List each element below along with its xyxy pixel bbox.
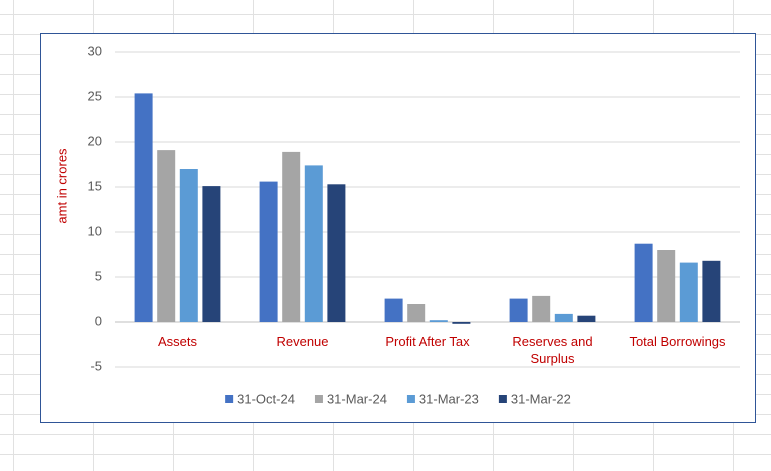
legend-swatch — [225, 395, 234, 403]
bar — [134, 93, 153, 323]
bar — [202, 186, 221, 322]
bar — [327, 184, 346, 322]
y-tick-label: 25 — [88, 88, 102, 103]
legend-swatch — [406, 395, 415, 403]
bar — [452, 322, 471, 324]
x-tick-label: Assets — [157, 334, 197, 349]
y-tick-label: 30 — [88, 43, 102, 58]
bar — [679, 262, 698, 322]
bar — [634, 243, 653, 322]
bar — [577, 315, 596, 322]
bar — [282, 151, 301, 322]
y-tick-label: 10 — [88, 223, 102, 238]
bar — [157, 150, 176, 322]
x-tick-label: Revenue — [276, 334, 329, 349]
bar — [407, 304, 426, 322]
legend-swatch — [498, 395, 507, 403]
bar — [259, 181, 278, 322]
bar — [554, 313, 573, 322]
legend-label: 31-Mar-24 — [327, 391, 387, 406]
x-tick-label: Total Borrowings — [629, 334, 726, 349]
legend-swatch — [314, 395, 323, 403]
legend-label: 31-Mar-22 — [511, 391, 571, 406]
y-tick-label: 0 — [95, 313, 102, 328]
bar — [304, 165, 323, 322]
bar — [429, 320, 448, 322]
x-tick-label: Reserves and Surplus — [512, 334, 593, 366]
y-axis-title: amt in crores — [54, 148, 69, 224]
bar — [509, 298, 528, 322]
x-tick-label: Profit After Tax — [385, 334, 470, 349]
y-tick-label: 15 — [88, 178, 102, 193]
y-tick-label: 20 — [88, 133, 102, 148]
legend-label: 31-Oct-24 — [237, 391, 295, 406]
legend-label: 31-Mar-23 — [419, 391, 479, 406]
bar — [179, 169, 198, 322]
bar — [657, 250, 676, 322]
bar — [702, 260, 721, 322]
bar — [384, 298, 403, 322]
bar — [532, 295, 551, 322]
y-tick-label: 5 — [95, 268, 102, 283]
y-tick-label: -5 — [90, 358, 102, 373]
